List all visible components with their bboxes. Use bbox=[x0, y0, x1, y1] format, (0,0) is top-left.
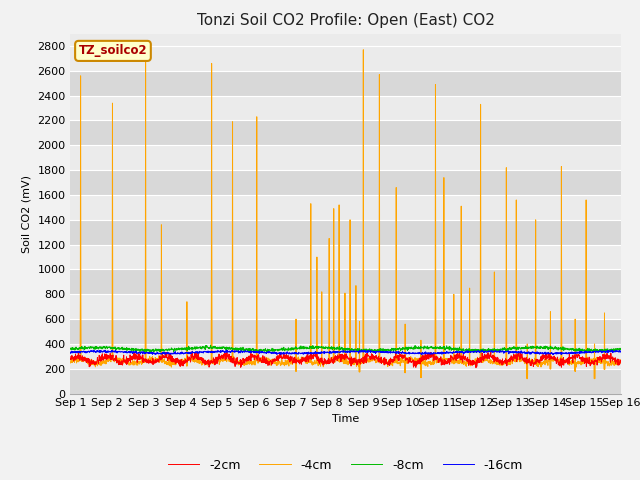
-4cm bbox=[523, 376, 531, 382]
-8cm bbox=[362, 347, 370, 352]
Bar bbox=[70, 46, 621, 71]
Line: -2cm: -2cm bbox=[70, 351, 621, 368]
Bar bbox=[70, 245, 621, 269]
Y-axis label: Soil CO2 (mV): Soil CO2 (mV) bbox=[22, 175, 32, 252]
-8cm bbox=[506, 346, 514, 352]
-4cm bbox=[374, 354, 381, 360]
-16cm bbox=[418, 352, 426, 358]
X-axis label: Time: Time bbox=[332, 414, 359, 424]
Bar bbox=[70, 195, 621, 220]
Bar bbox=[70, 220, 621, 245]
Line: -8cm: -8cm bbox=[70, 345, 621, 352]
Line: -4cm: -4cm bbox=[70, 50, 621, 379]
-4cm bbox=[584, 357, 592, 362]
-8cm bbox=[67, 346, 74, 352]
-4cm bbox=[220, 355, 228, 361]
Bar bbox=[70, 344, 621, 369]
Bar bbox=[70, 145, 621, 170]
-2cm bbox=[220, 351, 228, 357]
-8cm bbox=[374, 347, 381, 352]
Bar bbox=[70, 71, 621, 96]
-2cm bbox=[472, 365, 480, 371]
Bar bbox=[70, 319, 621, 344]
-16cm bbox=[67, 349, 74, 355]
-2cm bbox=[374, 356, 381, 361]
-8cm bbox=[147, 349, 154, 355]
Text: TZ_soilco2: TZ_soilco2 bbox=[79, 44, 147, 58]
-2cm bbox=[506, 359, 514, 365]
-8cm bbox=[584, 346, 592, 351]
-16cm bbox=[358, 347, 366, 353]
-8cm bbox=[569, 347, 577, 352]
Bar bbox=[70, 369, 621, 394]
Bar bbox=[70, 96, 621, 120]
-2cm bbox=[67, 356, 74, 361]
Line: -16cm: -16cm bbox=[70, 350, 621, 355]
-4cm bbox=[360, 47, 367, 53]
-16cm bbox=[220, 349, 228, 355]
-4cm bbox=[569, 360, 577, 366]
-8cm bbox=[617, 346, 625, 351]
Bar bbox=[70, 294, 621, 319]
-4cm bbox=[506, 360, 513, 366]
-16cm bbox=[584, 349, 592, 355]
-2cm bbox=[569, 353, 577, 359]
Bar bbox=[70, 120, 621, 145]
-2cm bbox=[188, 348, 196, 354]
-2cm bbox=[362, 354, 369, 360]
-4cm bbox=[67, 360, 74, 366]
-2cm bbox=[617, 359, 625, 364]
-8cm bbox=[221, 345, 228, 350]
-4cm bbox=[362, 356, 369, 362]
-16cm bbox=[506, 349, 514, 355]
-2cm bbox=[584, 357, 592, 363]
Title: Tonzi Soil CO2 Profile: Open (East) CO2: Tonzi Soil CO2 Profile: Open (East) CO2 bbox=[196, 13, 495, 28]
-16cm bbox=[374, 348, 381, 354]
Bar bbox=[70, 269, 621, 294]
-8cm bbox=[207, 342, 214, 348]
Legend: -2cm, -4cm, -8cm, -16cm: -2cm, -4cm, -8cm, -16cm bbox=[163, 454, 528, 477]
-16cm bbox=[362, 348, 369, 354]
Bar bbox=[70, 170, 621, 195]
-16cm bbox=[569, 351, 577, 357]
-4cm bbox=[617, 359, 625, 365]
-16cm bbox=[617, 349, 625, 355]
